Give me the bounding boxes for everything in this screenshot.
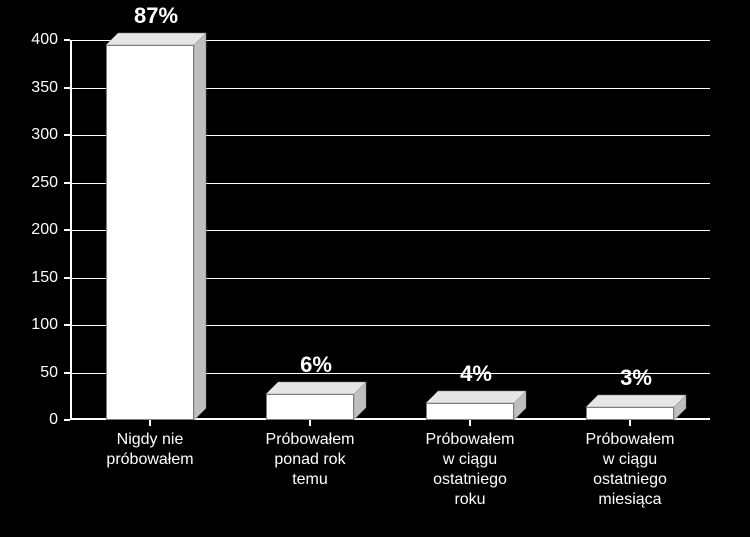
bar-value-label: 3% (620, 365, 652, 391)
y-tick-label: 400 (31, 31, 70, 49)
x-tick-label: Nigdy nie próbowałem (70, 420, 230, 470)
y-tick-label: 100 (31, 316, 70, 334)
y-tick-label: 0 (49, 411, 70, 429)
y-tick-label: 350 (31, 79, 70, 97)
bar-top (586, 395, 686, 407)
bar (106, 45, 194, 420)
bar-chart: 0 50 100 150 200 250 300 350 400 87% Nigdy nie pró… (0, 0, 750, 537)
y-tick-label: 200 (31, 221, 70, 239)
x-tick-label: Próbowałem w ciągu ostatniego miesiąca (550, 420, 710, 510)
bar-side (514, 403, 526, 420)
y-tick-label: 50 (40, 364, 70, 382)
y-tick-label: 300 (31, 126, 70, 144)
x-tick-label: Próbowałem ponad rok temu (230, 420, 390, 490)
bar-top (266, 382, 366, 394)
bar (586, 407, 674, 420)
bar-side (194, 45, 206, 420)
bar-value-label: 4% (460, 361, 492, 387)
x-tick-label: Próbowałem w ciągu ostatniego roku (390, 420, 550, 510)
bar-value-label: 87% (134, 3, 178, 29)
bar-value-label: 6% (300, 352, 332, 378)
bar-side (674, 407, 686, 420)
bar (426, 403, 514, 420)
plot-area: 05010015020025030035040087%Nigdy nie pró… (70, 40, 710, 420)
y-tick-label: 150 (31, 269, 70, 287)
bar-top (106, 33, 206, 45)
bar-top (426, 391, 526, 403)
bar (266, 394, 354, 420)
bar-side (354, 394, 366, 420)
y-tick-label: 250 (31, 174, 70, 192)
